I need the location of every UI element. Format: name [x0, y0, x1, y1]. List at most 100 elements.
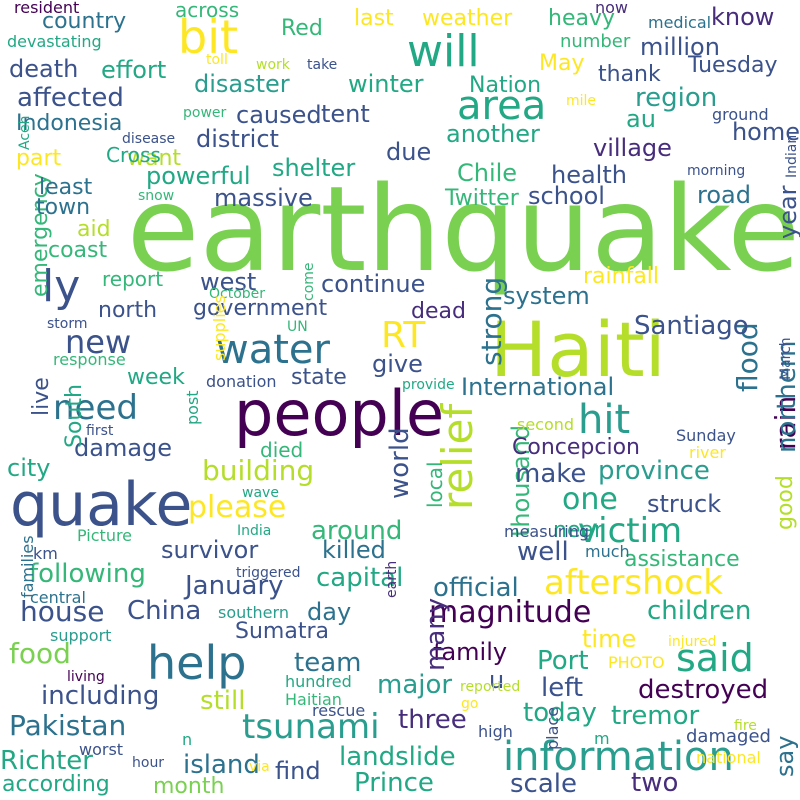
word-devastating: devastating — [7, 32, 102, 51]
word-including: including — [41, 681, 160, 711]
word-well: well — [517, 537, 569, 567]
word-continue: continue — [321, 270, 426, 298]
word-assistance: assistance — [624, 547, 740, 572]
word-village: village — [593, 134, 672, 162]
word-measuring: measuring — [504, 522, 590, 541]
word-twitter: Twitter — [445, 186, 519, 211]
word-state: state — [291, 365, 347, 390]
word-magnitude: magnitude — [429, 595, 592, 630]
word-shelter: shelter — [272, 154, 356, 182]
word-day: day — [307, 598, 352, 626]
word-victim: victim — [578, 511, 683, 551]
word-central: central — [30, 588, 86, 607]
word-morning: morning — [687, 163, 746, 179]
word-earth: earth — [384, 560, 400, 598]
word-support: support — [50, 626, 112, 645]
word-week: week — [127, 365, 185, 390]
word-live: live — [29, 377, 54, 416]
word-river: river — [689, 443, 726, 462]
word-according: according — [2, 772, 110, 797]
word-storm: storm — [47, 316, 88, 332]
word-capital: capital — [316, 563, 404, 593]
word-million: million — [640, 33, 720, 61]
word-last: last — [354, 6, 394, 31]
word-children: children — [647, 596, 752, 626]
word-nation: Nation — [469, 73, 542, 98]
word-january: January — [185, 571, 284, 601]
word-aceh: Aceh — [17, 115, 33, 150]
word-family: family — [433, 638, 508, 666]
word-work: work — [256, 57, 290, 73]
word-died: died — [260, 438, 304, 462]
word-rainfall: rainfall — [583, 264, 660, 289]
word-said: said — [676, 636, 754, 680]
word-near: near — [553, 518, 604, 543]
word-aid: aid — [77, 217, 111, 242]
word-please: please — [188, 490, 287, 525]
word-india: India — [237, 523, 272, 539]
word-survivor: survivor — [161, 536, 259, 564]
word-port: Port — [537, 646, 589, 676]
word-weather: weather — [422, 6, 513, 31]
word-via: via — [249, 759, 270, 775]
word-official: official — [433, 573, 519, 603]
word-across: across — [175, 0, 240, 22]
word-affected: affected — [17, 83, 124, 113]
word-photo: PHOTO — [608, 653, 665, 672]
word-area: area — [457, 83, 547, 129]
word-want: want — [127, 146, 182, 171]
word-km: km — [33, 544, 58, 563]
word-information: information — [503, 734, 734, 780]
word-m: m — [594, 729, 610, 748]
word-chile: Chile — [457, 159, 518, 187]
word-winter: winter — [348, 70, 424, 98]
word-around: around — [311, 516, 403, 546]
word-china: China — [127, 596, 202, 626]
word-major: major — [377, 670, 453, 700]
word-dead: dead — [411, 299, 466, 324]
word-living: living — [67, 669, 105, 685]
word-much: much — [585, 542, 630, 561]
word-provide: provide — [402, 377, 455, 393]
word-home: home — [731, 118, 800, 146]
word-destroyed: destroyed — [638, 675, 769, 705]
word-will: will — [407, 26, 480, 77]
word-international: International — [461, 373, 615, 401]
word-town: town — [36, 195, 91, 220]
word-following: following — [29, 559, 146, 589]
word-fire: fire — [734, 718, 757, 734]
word-west: west — [200, 268, 257, 296]
word-donation: donation — [206, 372, 277, 391]
word-tuesday: Tuesday — [688, 53, 778, 78]
word-new: new — [65, 323, 132, 361]
word-resident: resident — [14, 0, 80, 17]
word-year: year — [774, 185, 800, 239]
word-thank: thank — [598, 62, 661, 87]
word-city: city — [7, 454, 51, 482]
word-need: need — [53, 388, 138, 428]
word-rt: RT — [381, 315, 426, 356]
word-government: government — [193, 296, 328, 321]
word-part: part — [16, 146, 62, 171]
word-haitian: Haitian — [285, 690, 342, 709]
word-second: second — [517, 415, 575, 434]
word-island: island — [183, 750, 260, 780]
word-wave: wave — [242, 485, 279, 501]
word-make: make — [515, 459, 587, 489]
word-region: region — [635, 83, 718, 113]
word-au: au — [626, 105, 656, 133]
word-health: health — [551, 161, 627, 189]
word-aftershock: aftershock — [544, 563, 723, 603]
word-disaster: disaster — [194, 70, 290, 98]
word-damage: damage — [74, 434, 173, 462]
word-tsunami: tsunami — [242, 707, 380, 747]
word-hit: hit — [578, 397, 631, 443]
word-sunday: Sunday — [676, 426, 736, 445]
word-find: find — [275, 757, 321, 785]
word-heavy: heavy — [548, 6, 615, 31]
word-least: least — [39, 175, 93, 200]
word-food: food — [9, 637, 71, 670]
word-left: left — [541, 673, 584, 703]
word-number: number — [560, 31, 631, 52]
